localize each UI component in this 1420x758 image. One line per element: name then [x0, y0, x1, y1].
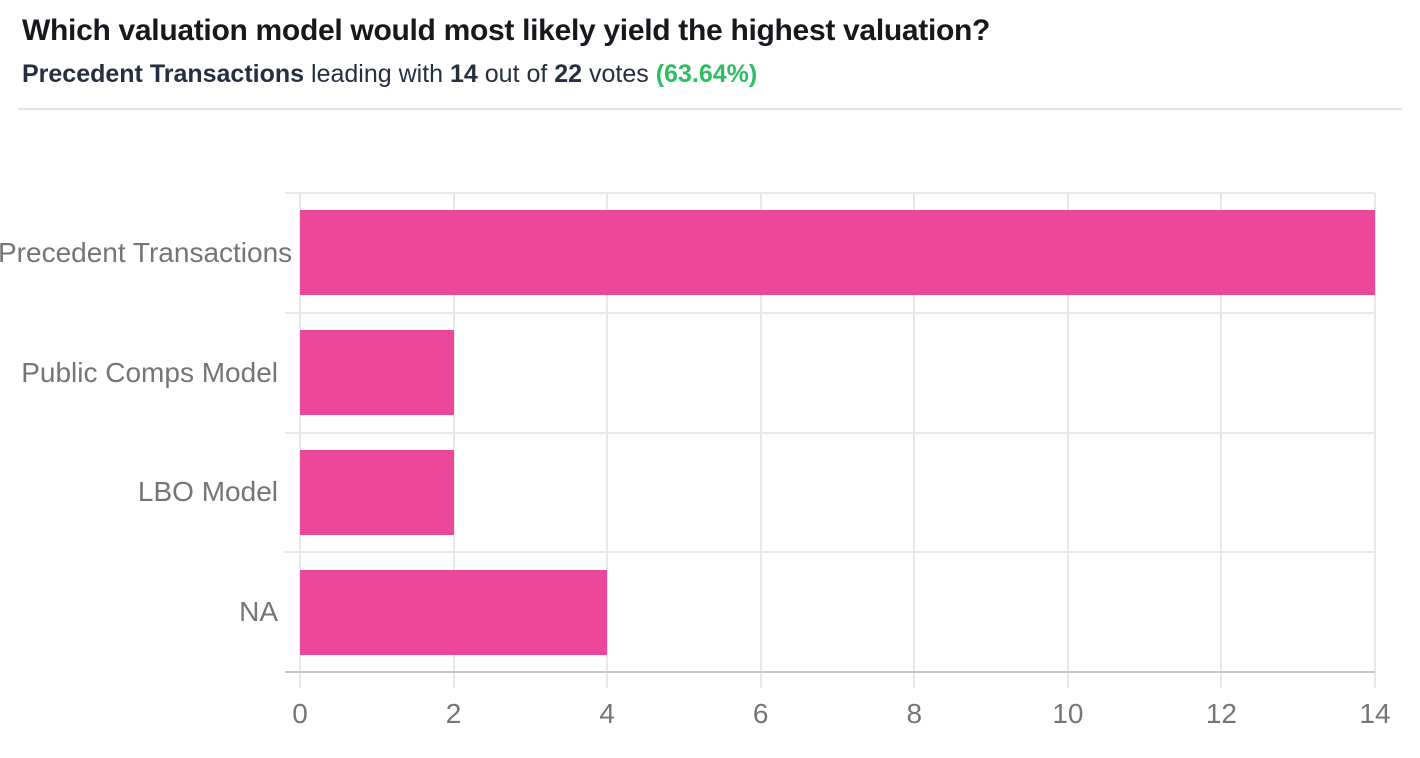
- category-label-public-comps-model: Public Comps Model: [21, 356, 278, 388]
- category-label-na: NA: [239, 596, 278, 628]
- gridline-x-6: [759, 193, 762, 688]
- votes-total-count: 22: [554, 59, 583, 88]
- gridline-y: [285, 431, 1375, 434]
- x-tick-label: 0: [292, 698, 308, 729]
- x-tick-label: 2: [445, 698, 462, 729]
- leading-percent-badge: (63.64%): [655, 59, 758, 88]
- bar-precedent-transactions: [300, 210, 1375, 296]
- summary-text-outof: out of: [477, 59, 555, 88]
- x-tick-label: 14: [1359, 698, 1391, 729]
- votes-for-count: 14: [450, 59, 478, 88]
- gridline-x-8: [913, 193, 916, 688]
- plot-area: 0 2 4 6 8 10 12 14 Precedent Transactions Public …: [0, 192, 1391, 728]
- x-axis-line: [285, 671, 1375, 673]
- x-tick-label: 4: [599, 698, 615, 729]
- gridline-y: [285, 551, 1375, 554]
- gridline-y: [285, 311, 1375, 314]
- gridline-y: [285, 192, 1375, 194]
- page-title: Which valuation model would most likely …: [22, 14, 991, 47]
- summary-text-votes: votes: [582, 59, 656, 88]
- category-label-lbo-model: LBO Model: [137, 476, 278, 508]
- header-divider: [18, 108, 1402, 110]
- x-tick-label: 6: [752, 698, 769, 729]
- gridline-x-12: [1220, 193, 1223, 688]
- category-label-precedent-transactions: Precedent Transactions: [0, 236, 293, 268]
- x-tick-label: 12: [1205, 698, 1237, 729]
- gridline-x-4: [606, 193, 609, 688]
- bar-lbo-model: [300, 449, 454, 535]
- x-tick-label: 8: [906, 698, 923, 729]
- leading-option-label: Precedent Transactions: [22, 59, 305, 88]
- gridline-x-14: [1374, 193, 1376, 688]
- poll-summary: Precedent Transactions leading with 14 o…: [22, 58, 1398, 91]
- x-tick-label: 10: [1052, 698, 1084, 729]
- bar-public-comps-model: [300, 330, 454, 416]
- gridline-x-10: [1066, 193, 1069, 688]
- gridline-x-2: [452, 193, 455, 688]
- header: Which valuation model would most likely …: [0, 0, 1420, 90]
- bar-na: [300, 569, 608, 655]
- gridline-x-0: [299, 193, 301, 688]
- summary-text-leading: leading with: [304, 59, 450, 88]
